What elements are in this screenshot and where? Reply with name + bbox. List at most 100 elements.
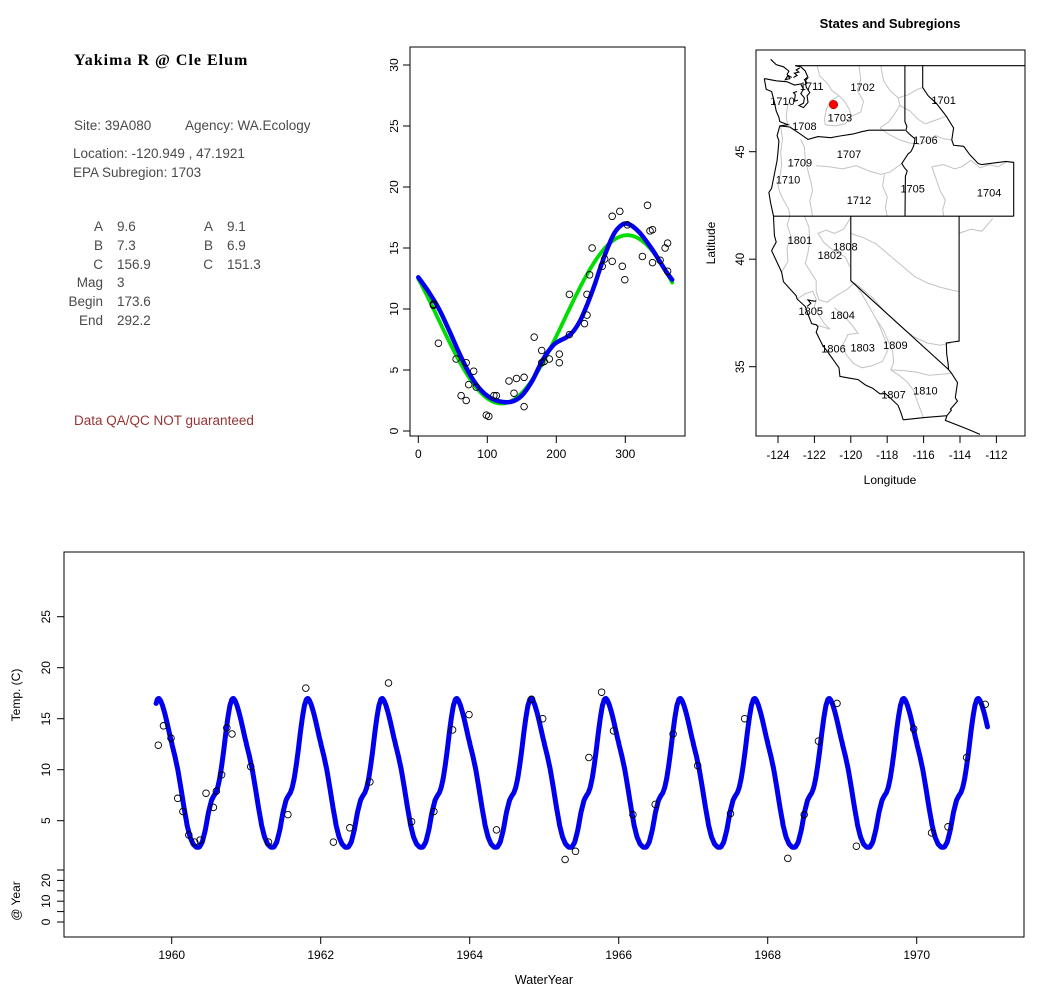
observation-point: [223, 724, 231, 732]
subregion-label: 1709: [788, 157, 812, 169]
timeseries-chart: 1960 1962 1964 1966 1968 1970 5 10 15 20 25 0 10 20 Wa…: [9, 551, 1025, 987]
subregion-border: [777, 125, 791, 217]
observation-point: [583, 311, 591, 319]
tick-label: -122: [803, 450, 826, 462]
subregion-label: 1807: [881, 390, 905, 402]
observation-point: [434, 339, 443, 347]
tick-label: 45: [735, 145, 747, 158]
observation-point: [661, 244, 669, 252]
state-border: [850, 216, 959, 417]
param-label-2: [187, 312, 213, 331]
subregion-label: 1703: [828, 112, 852, 124]
tick-label: 20: [39, 661, 53, 675]
tick-label: -118: [876, 450, 898, 462]
param-label-2: A: [203, 219, 213, 234]
subregion-border: [890, 369, 952, 376]
observation-point: [462, 396, 470, 405]
subregion-border: [858, 285, 951, 346]
subregion-border: [816, 65, 853, 127]
param-label: Begin: [68, 294, 103, 310]
subregion-label: 1710: [770, 96, 794, 108]
observation-point: [726, 809, 735, 818]
observation-point: [629, 810, 637, 819]
observation-point: [202, 789, 210, 797]
tick-label: 0: [39, 918, 53, 925]
param-label: A: [93, 219, 103, 234]
state-border: [945, 216, 960, 370]
subregion-label: 1706: [913, 135, 937, 147]
subregion-label: 1801: [788, 235, 812, 247]
observation-point: [598, 262, 606, 271]
observation-point: [520, 373, 528, 382]
observation-point: [663, 239, 672, 247]
state-border: [803, 77, 808, 86]
param-value-2: [213, 274, 227, 293]
observation-point: [800, 810, 808, 819]
subregion-border: [850, 232, 960, 292]
observation-point: [537, 346, 546, 355]
subregion-label: 1802: [818, 250, 842, 262]
observation-point: [565, 330, 574, 339]
observation-point: [648, 258, 657, 267]
agency: Agency: WA.Ecology: [185, 118, 311, 133]
observation-point: [740, 714, 749, 723]
observation-point: [430, 807, 438, 816]
tick-label: 15: [39, 712, 53, 726]
param-row: C 156.9 C 151.3: [40, 256, 261, 275]
observation-point: [490, 391, 498, 400]
observation-point: [609, 727, 618, 735]
param-label: End: [78, 312, 103, 328]
subregion-label: 1806: [821, 343, 845, 355]
subregion-label: 1804: [830, 310, 854, 322]
state-border: [779, 125, 905, 140]
observation-point: [561, 855, 569, 864]
observation-point: [600, 255, 609, 263]
observation-point: [638, 252, 647, 261]
observation-point: [464, 380, 473, 389]
y-axis-label: Latitude: [704, 221, 718, 264]
observation-point: [209, 803, 218, 812]
map-title: States and Subregions: [820, 16, 961, 31]
observation-point: [623, 221, 632, 229]
observation-point: [196, 836, 204, 844]
tick-label: 1962: [307, 948, 334, 962]
observation-point: [217, 771, 226, 779]
tick-label: 1964: [456, 948, 483, 962]
tick-label: 0: [415, 447, 422, 461]
observation-point: [482, 411, 491, 419]
y-axis-label: Temp. (C): [9, 669, 23, 722]
epa-subregion: EPA Subregion: 1703: [73, 165, 202, 180]
tick-label: 25: [390, 119, 401, 133]
observation-point: [909, 725, 918, 733]
observation-point: [555, 358, 564, 367]
tick-label: -124: [766, 450, 790, 462]
param-value: 7.3: [117, 237, 136, 253]
tick-label: 5: [39, 817, 53, 824]
observation-point: [693, 761, 702, 770]
observation-point: [191, 838, 199, 846]
param-value: 173.6: [117, 294, 151, 310]
subregion-label: 1705: [900, 183, 924, 195]
observation-point: [159, 722, 168, 730]
observation-point: [457, 391, 465, 400]
y2-axis-label: @ Year: [9, 881, 23, 921]
observation-point: [663, 267, 672, 275]
observation-point: [618, 262, 627, 271]
subregion-border: [879, 65, 901, 129]
observation-point: [505, 377, 513, 385]
sine-fit-curve: [416, 233, 675, 406]
observation-point: [643, 201, 652, 210]
x-axis-label: Longitude: [864, 473, 917, 487]
observation-point: [465, 710, 473, 719]
site-location-dot: [828, 100, 839, 110]
tick-label: 40: [735, 253, 747, 266]
observation-point: [462, 358, 470, 367]
subregion-border: [816, 163, 903, 175]
observation-point: [264, 838, 273, 846]
observation-point: [814, 737, 823, 745]
state-border: [922, 65, 1015, 217]
param-label-2: [187, 274, 213, 293]
subregion-border: [803, 216, 820, 301]
param-value: 292.2: [117, 312, 151, 328]
tick-label: 30: [390, 58, 401, 72]
